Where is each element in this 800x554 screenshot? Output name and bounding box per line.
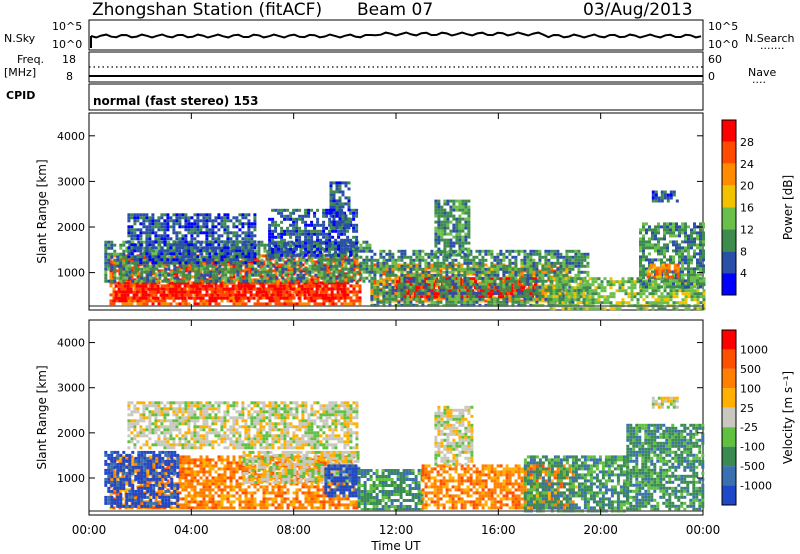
x-tick-label: 00:00	[686, 523, 721, 537]
y-tick-label: 4000	[57, 337, 85, 350]
scatter-region	[104, 450, 180, 508]
nave-dots: ····	[752, 76, 766, 89]
colorbar-tick-label: 28	[740, 136, 754, 149]
x-tick-label: 00:00	[72, 523, 107, 537]
colorbar-cell	[722, 388, 736, 408]
beam-label: Beam 07	[357, 0, 434, 20]
x-tick-label: 08:00	[276, 523, 311, 537]
colorbar-label: Power [dB]	[781, 175, 795, 240]
nsky-label: N.Sky	[4, 32, 36, 45]
colorbar-cell	[722, 368, 736, 389]
colorbar-tick-label: 100	[740, 382, 761, 395]
nsearch-dots: ·······	[760, 42, 785, 55]
x-tick-label: 16:00	[481, 523, 516, 537]
nsearch-tick-top: 10^5	[708, 20, 739, 33]
colorbar-tick-label: -25	[740, 421, 758, 434]
x-tick-label: 12:00	[379, 523, 414, 537]
nsky-trace	[90, 31, 702, 39]
nsearch-label: N.Search	[745, 32, 795, 45]
nave-label: Nave	[748, 66, 777, 79]
colorbar-tick-label: -500	[740, 460, 765, 473]
colorbar-cell	[722, 446, 736, 467]
colorbar-tick-label: 1000	[740, 343, 768, 356]
colorbar-tick-label: 24	[740, 158, 754, 171]
scatter-region	[114, 281, 346, 300]
scatter-region	[242, 450, 360, 484]
nsky-frame	[88, 19, 704, 51]
cpid-frame	[88, 83, 704, 111]
colorbar-label: Velocity [m s⁻¹]	[781, 371, 795, 464]
nsky-tick-top: 10^5	[52, 20, 83, 33]
colorbar-tick-label: 16	[740, 202, 754, 215]
y-tick-label: 4000	[57, 130, 85, 143]
nave-tick-bottom: 0	[708, 70, 715, 83]
scatter-region	[434, 405, 474, 466]
colorbar-cell	[722, 229, 736, 252]
station-title: Zhongshan Station (fitACF)	[92, 0, 323, 20]
colorbar-cell	[722, 120, 736, 142]
scatter-region	[651, 190, 679, 203]
scatter-region	[324, 464, 361, 498]
colorbar-frame	[721, 119, 737, 296]
colorbar-cell	[722, 330, 736, 350]
freq-unit: [MHz]	[4, 66, 37, 79]
x-tick-label: 20:00	[583, 523, 618, 537]
colorbar-cell	[722, 427, 736, 447]
colorbar-tick-label: 8	[740, 245, 747, 258]
colorbar-tick-label: 500	[740, 363, 761, 376]
colorbar-cell	[722, 485, 736, 505]
colorbar-cell	[722, 141, 736, 164]
colorbar-cell	[722, 163, 736, 186]
y-tick-label: 3000	[57, 382, 85, 395]
colorbar-tick-label: -100	[740, 441, 765, 454]
scatter-region	[329, 181, 351, 230]
y-axis-label: Slant Range [km]	[35, 365, 49, 469]
freq-tick-bottom: 8	[66, 70, 73, 83]
colorbar-frame	[721, 329, 737, 506]
colorbar-cell	[722, 207, 736, 230]
scatter-region	[626, 423, 705, 511]
nsearch-tick-bottom: 10^0	[708, 38, 739, 51]
scatter-region	[127, 213, 257, 265]
colorbar-tick-label: -1000	[740, 480, 772, 493]
y-tick-label: 1000	[57, 472, 85, 485]
colorbar-cell	[722, 273, 736, 295]
colorbar-tick-label: 4	[740, 267, 747, 280]
y-tick-label: 1000	[57, 267, 85, 280]
scatter-region	[646, 263, 680, 279]
scatter-region	[127, 401, 359, 450]
y-tick-label: 3000	[57, 175, 85, 188]
colorbar-tick-label: 20	[740, 180, 754, 193]
colorbar-cell	[722, 251, 736, 274]
cpid-label: CPID	[6, 89, 36, 102]
scatter-region	[651, 396, 679, 409]
scatter-region	[639, 222, 705, 289]
y-tick-label: 2000	[57, 221, 85, 234]
colorbar-tick-label: 25	[740, 402, 754, 415]
colorbar-cell	[722, 349, 736, 369]
colorbar-cell	[722, 407, 736, 428]
y-axis-label: Slant Range [km]	[35, 159, 49, 263]
y-tick-label: 2000	[57, 427, 85, 440]
scatter-region	[434, 199, 471, 257]
date-label: 03/Aug/2013	[583, 0, 693, 20]
nave-tick-top: 60	[708, 53, 722, 66]
x-axis-label: Time UT	[370, 539, 421, 553]
nsky-tick-bottom: 10^0	[52, 38, 83, 51]
colorbar-tick-label: 12	[740, 223, 754, 236]
freq-tick-top: 18	[62, 53, 76, 66]
freq-label: Freq.	[17, 53, 45, 66]
colorbar-cell	[722, 466, 736, 486]
x-tick-label: 04:00	[174, 523, 209, 537]
cpid-value: normal (fast stereo) 153	[93, 94, 259, 108]
colorbar-cell	[722, 185, 736, 208]
